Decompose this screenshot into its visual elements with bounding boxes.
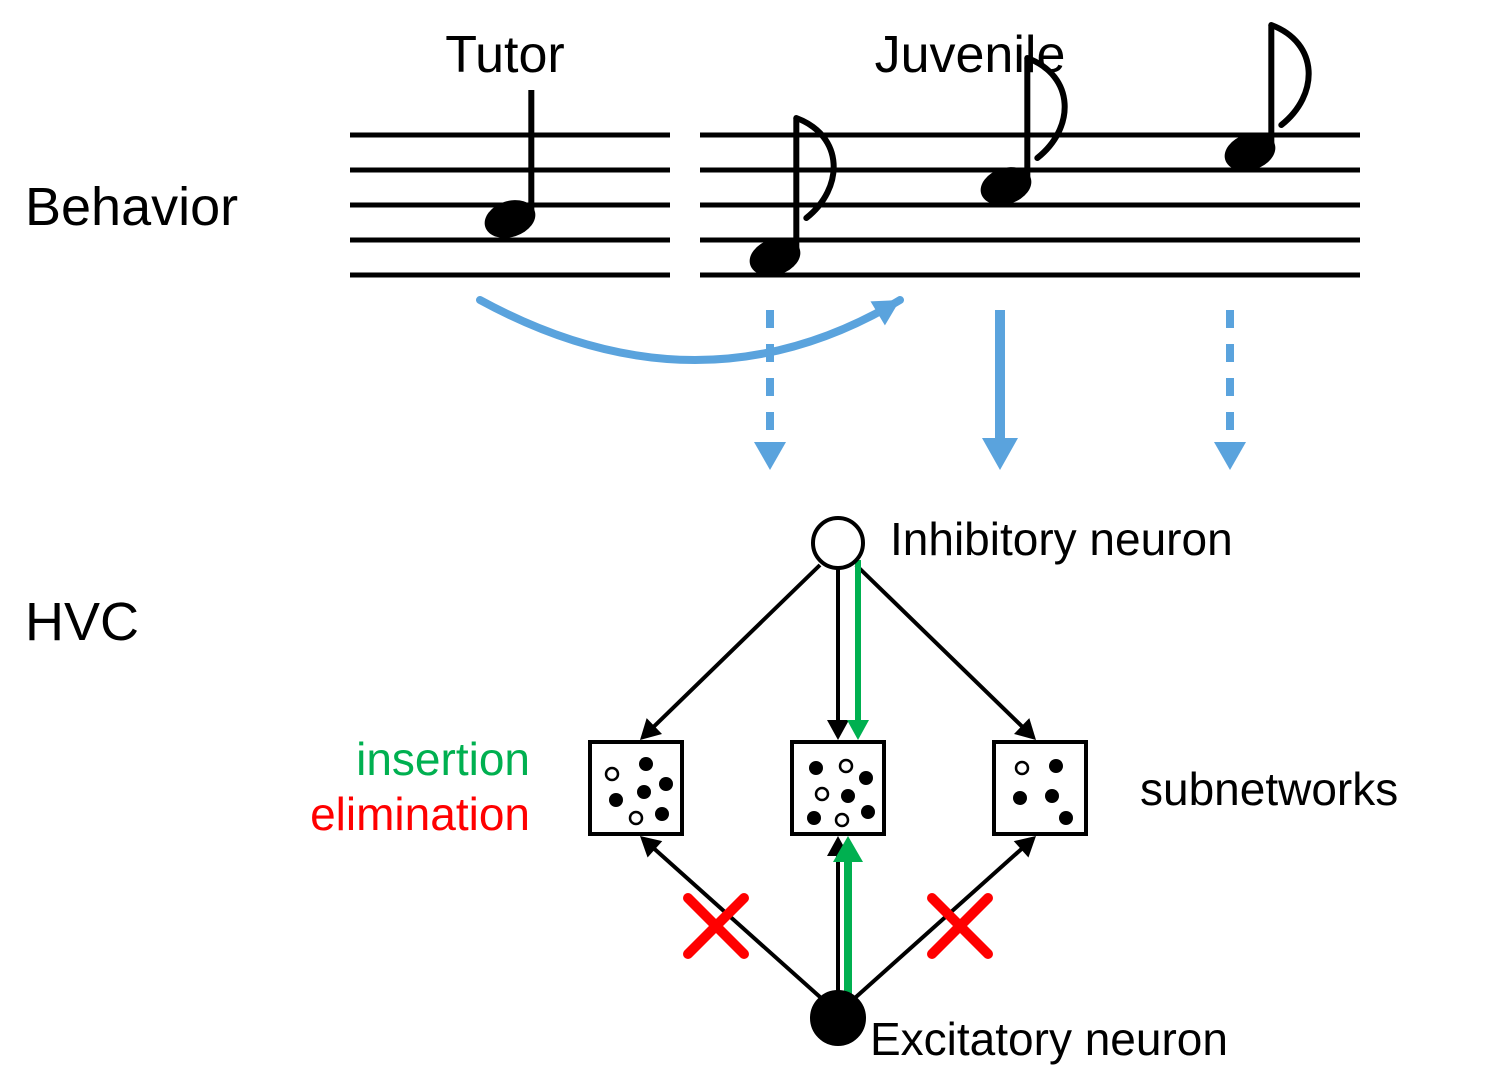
label-tutor: Tutor xyxy=(445,26,564,84)
inhibitory-neuron xyxy=(813,518,863,568)
label-excitatory: Excitatory neuron xyxy=(870,1013,1228,1065)
excitatory-neuron xyxy=(811,991,865,1045)
label-juvenile: Juvenile xyxy=(875,26,1066,84)
label-behavior: Behavior xyxy=(25,177,238,237)
tutor-to-juvenile-arrow xyxy=(480,300,900,360)
label-subnetworks: subnetworks xyxy=(1140,763,1398,815)
label-inhibitory: Inhibitory neuron xyxy=(890,513,1233,565)
label-hvc: HVC xyxy=(25,592,139,652)
label-insertion: insertion xyxy=(356,733,530,785)
label-elimination: elimination xyxy=(310,788,530,840)
